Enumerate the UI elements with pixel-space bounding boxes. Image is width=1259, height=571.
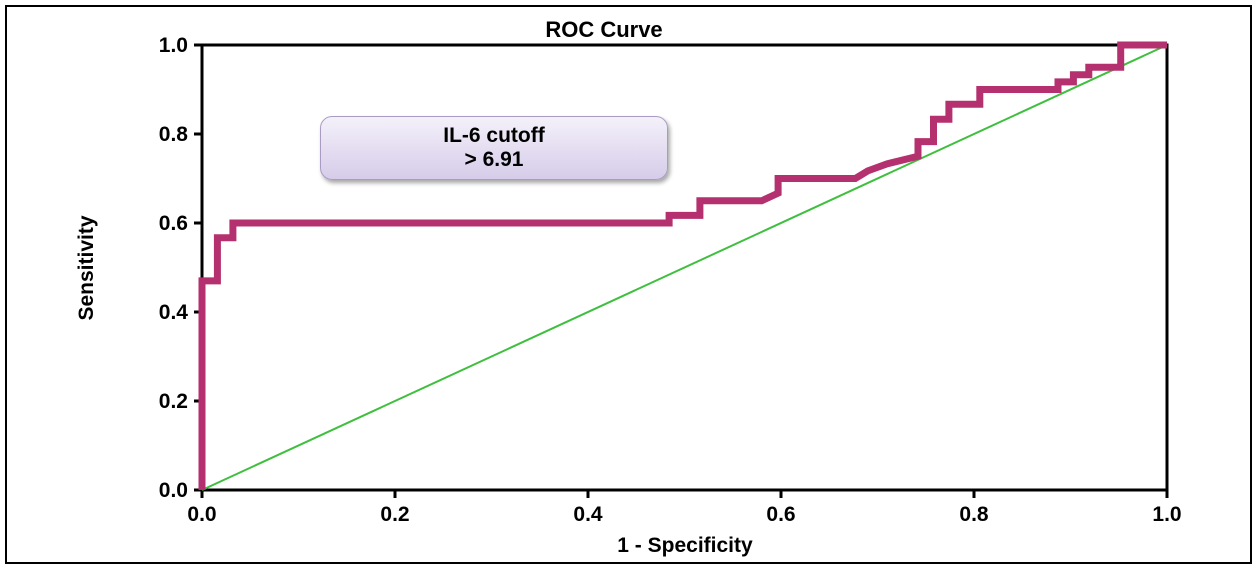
x-tick-label: 0.8 [959, 503, 989, 526]
annotation-line-2: > 6.91 [464, 148, 524, 171]
y-axis-title: Sensitivity [75, 215, 98, 320]
plot-area-border [200, 43, 1169, 492]
cutoff-annotation: IL-6 cutoff > 6.91 [320, 116, 668, 180]
chart-title: ROC Curve [545, 17, 662, 42]
y-tick-label: 0.8 [159, 123, 189, 146]
series-layer [198, 41, 1168, 491]
y-tick-label: 1.0 [159, 34, 188, 57]
axes [200, 43, 1169, 492]
y-tick-label: 0.2 [159, 390, 188, 413]
y-tick-label: 0.6 [159, 212, 188, 235]
annotation-line-1: IL-6 cutoff [443, 124, 545, 147]
x-axis-title: 1 - Specificity [617, 534, 753, 557]
x-tick-label: 0.0 [187, 503, 216, 526]
x-tick-label: 0.2 [380, 503, 409, 526]
x-tick-label: 1.0 [1152, 503, 1181, 526]
reference-diagonal-line [201, 44, 1168, 491]
roc-curve-line [198, 41, 1167, 490]
x-tick-label: 0.6 [766, 503, 795, 526]
ticks: 0.0 0.2 0.4 0.6 0.8 1.0 0.0 0.2 0.4 0.6 0.8 1.0 [159, 34, 1182, 526]
x-tick-label: 0.4 [573, 503, 603, 526]
y-tick-label: 0.4 [159, 301, 189, 324]
chart-frame [5, 5, 1252, 564]
y-tick-label: 0.0 [159, 479, 188, 502]
